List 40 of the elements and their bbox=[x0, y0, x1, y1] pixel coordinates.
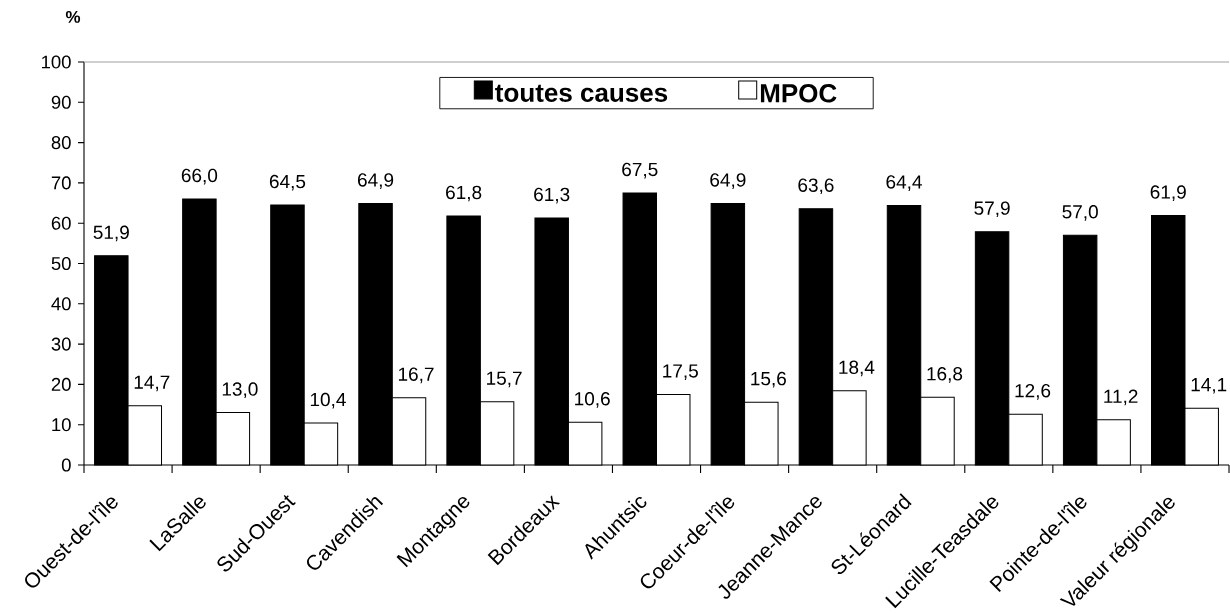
data-label: 61,9 bbox=[1150, 185, 1186, 201]
y-tick-label: 30 bbox=[51, 337, 71, 351]
data-label: 13,0 bbox=[222, 382, 258, 399]
y-axis-title: % bbox=[65, 10, 81, 23]
y-tick-label: 50 bbox=[51, 256, 71, 271]
data-label: 66,0 bbox=[181, 168, 218, 185]
data-label: 67,5 bbox=[622, 162, 658, 179]
data-label: 64,9 bbox=[358, 173, 394, 189]
data-label: 64,5 bbox=[269, 174, 306, 191]
y-tick-label: 100 bbox=[42, 55, 71, 69]
data-label: 16,8 bbox=[927, 367, 963, 383]
data-label: 61,8 bbox=[446, 185, 482, 202]
data-label: 18,4 bbox=[839, 360, 875, 377]
data-label: 57,0 bbox=[1062, 205, 1098, 221]
data-label: 11,2 bbox=[1104, 389, 1138, 406]
y-tick-label: 70 bbox=[51, 176, 71, 190]
data-label: 16,7 bbox=[398, 367, 434, 384]
data-label: 61,3 bbox=[534, 187, 570, 204]
data-label: 64,9 bbox=[710, 173, 746, 189]
legend-label: toutes causes bbox=[495, 84, 668, 102]
data-label: 14,7 bbox=[134, 375, 170, 392]
data-label: 64,4 bbox=[886, 175, 922, 191]
data-label: 63,6 bbox=[798, 178, 834, 195]
data-label: 10,6 bbox=[575, 392, 610, 408]
data-label: 51,9 bbox=[93, 225, 129, 242]
y-tick-label: 0 bbox=[61, 458, 71, 472]
y-tick-label: 20 bbox=[51, 377, 71, 391]
data-label: 14,1 bbox=[1191, 378, 1227, 394]
y-tick-label: 90 bbox=[51, 95, 71, 109]
data-label: 10,4 bbox=[310, 392, 346, 409]
legend-label: MPOC bbox=[760, 84, 837, 103]
y-tick-label: 10 bbox=[52, 418, 71, 432]
y-tick-label: 60 bbox=[51, 216, 71, 230]
data-label: 15,7 bbox=[487, 371, 522, 388]
y-tick-label: 40 bbox=[51, 297, 71, 311]
data-label: 57,9 bbox=[974, 201, 1010, 218]
data-label: 12,6 bbox=[1015, 383, 1051, 400]
data-label: 17,5 bbox=[663, 364, 698, 380]
y-tick-label: 80 bbox=[51, 136, 71, 150]
data-label: 15,6 bbox=[751, 371, 786, 388]
